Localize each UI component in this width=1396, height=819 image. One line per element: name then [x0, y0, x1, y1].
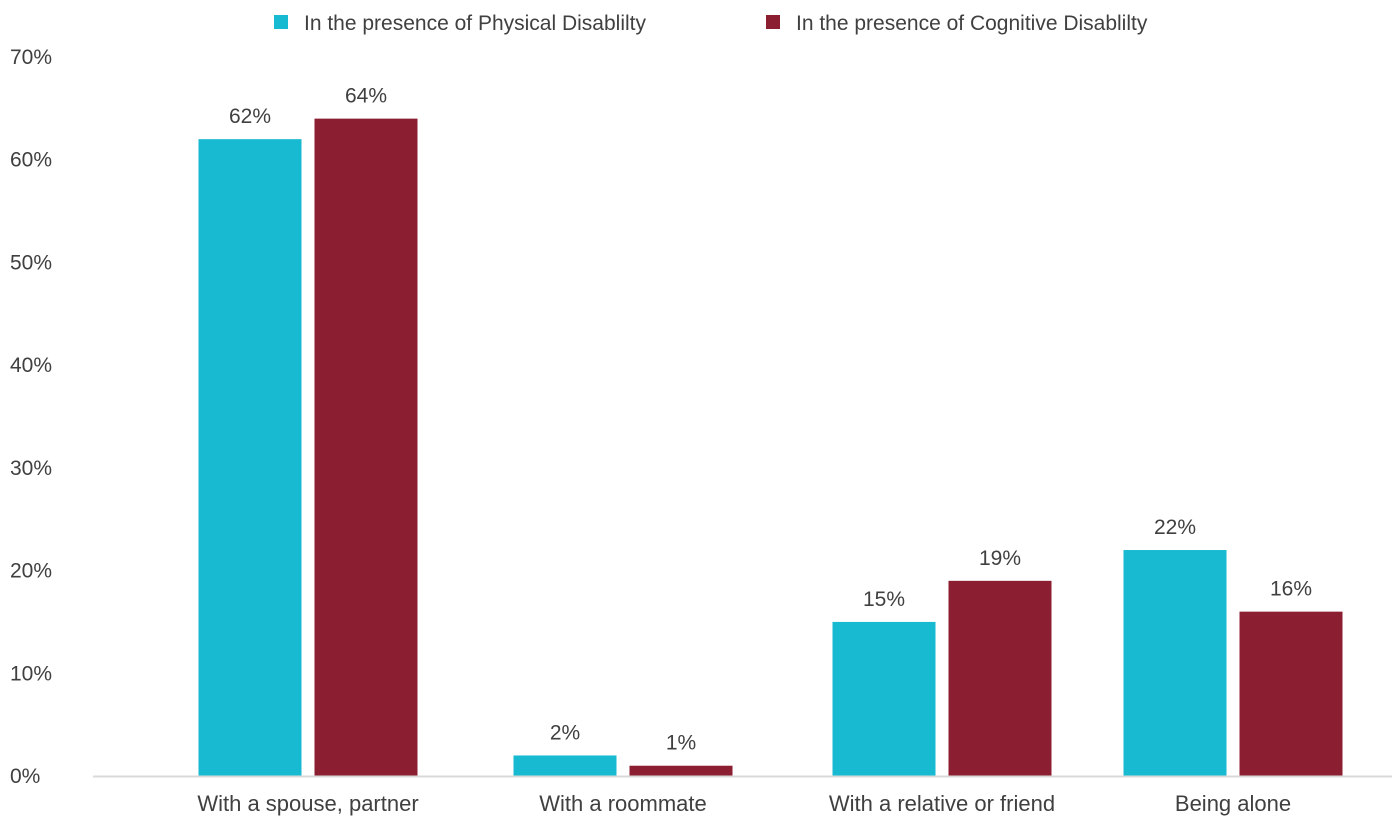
y-tick-label: 50%: [10, 251, 52, 274]
data-label: 19%: [979, 547, 1021, 570]
bar-1-3: [832, 621, 936, 776]
data-label: 16%: [1270, 578, 1312, 601]
y-tick-label: 60%: [10, 149, 52, 172]
data-label: 62%: [229, 105, 271, 128]
legend-swatch-2: [766, 15, 780, 29]
bar-1-4: [1123, 550, 1227, 776]
y-tick-label: 70%: [10, 46, 52, 69]
y-axis: 0% 10% 20% 30% 40% 50% 60% 70%: [10, 46, 52, 788]
data-label: 15%: [863, 588, 905, 611]
data-label: 22%: [1154, 516, 1196, 539]
legend-label-1: In the presence of Physical Disablilty: [304, 12, 646, 35]
x-tick-label: With a roommate: [539, 791, 707, 816]
x-tick-label: Being alone: [1175, 791, 1291, 816]
bar-2-2: [629, 765, 733, 776]
legend: In the presence of Physical Disablilty In…: [274, 12, 1148, 35]
data-label: 64%: [345, 85, 387, 108]
y-tick-label: 20%: [10, 560, 52, 583]
y-tick-label: 0%: [10, 765, 40, 788]
data-label: 2%: [550, 721, 580, 744]
bar-2-3: [948, 580, 1052, 776]
bar-2-1: [314, 118, 418, 777]
y-tick-label: 10%: [10, 662, 52, 685]
data-labels: 62% 64% 2% 1% 15% 19% 22% 16%: [229, 85, 1312, 755]
legend-swatch-1: [274, 15, 288, 29]
bar-2-4: [1239, 611, 1343, 776]
bar-1-1: [198, 139, 302, 776]
data-label: 1%: [666, 732, 696, 755]
legend-label-2: In the presence of Cognitive Disablilty: [796, 12, 1148, 35]
x-tick-label: With a spouse, partner: [197, 791, 418, 816]
bars: [198, 118, 1343, 777]
bar-1-2: [513, 755, 617, 776]
x-tick-label: With a relative or friend: [829, 791, 1055, 816]
y-tick-label: 40%: [10, 354, 52, 377]
x-axis: With a spouse, partner With a roommate Wit…: [93, 775, 1392, 816]
y-tick-label: 30%: [10, 457, 52, 480]
